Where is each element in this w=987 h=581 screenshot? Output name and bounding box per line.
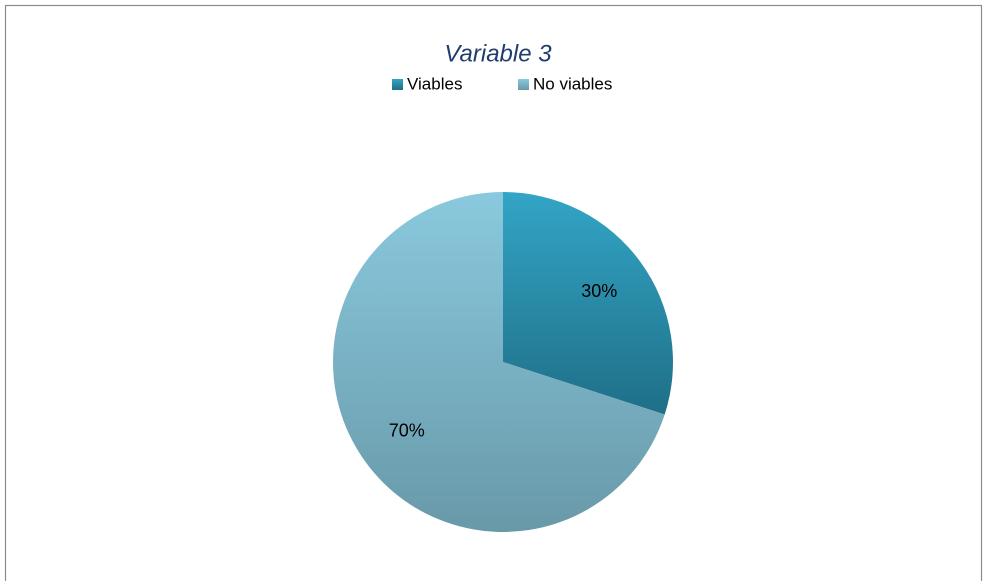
pie-slice xyxy=(333,192,665,532)
data-label: 70% xyxy=(389,421,425,441)
legend-swatch xyxy=(392,79,403,90)
legend-label: No viables xyxy=(533,74,612,93)
legend-label: Viables xyxy=(407,74,462,93)
data-label: 30% xyxy=(581,281,617,301)
pie-slice xyxy=(503,192,673,415)
chart-title: Variable 3 xyxy=(444,40,552,67)
legend-swatch xyxy=(518,79,529,90)
